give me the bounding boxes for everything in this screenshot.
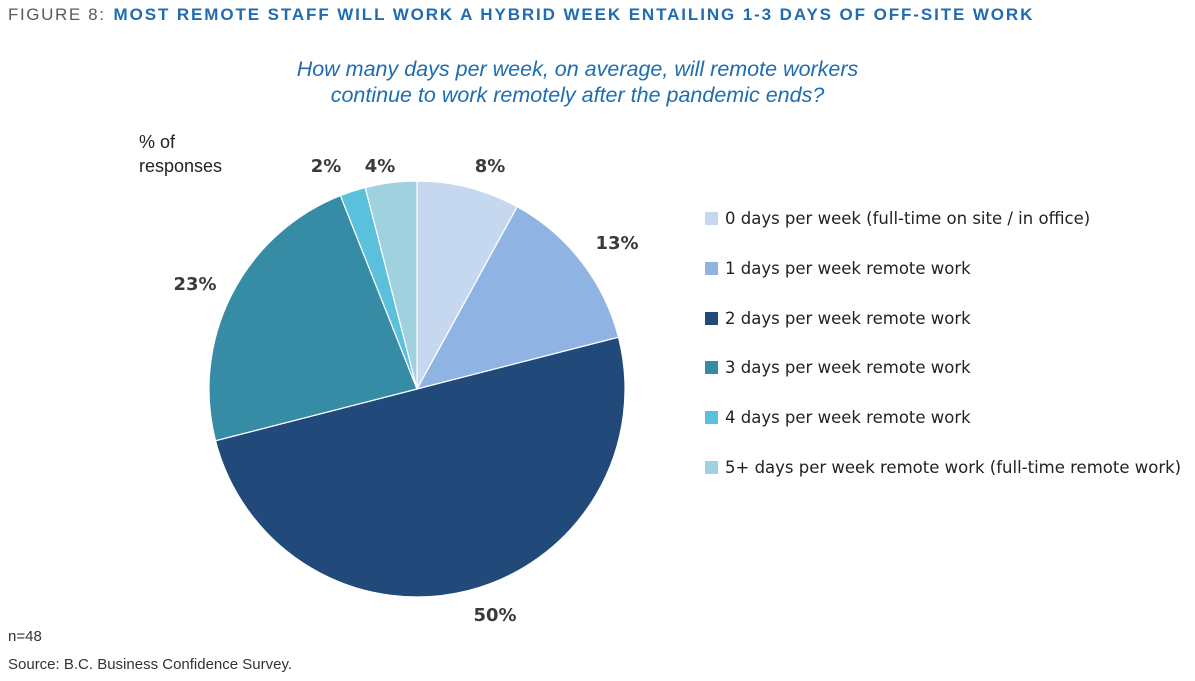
slice-data-label: 50% [473,605,516,626]
pie-slice [364,180,418,390]
legend-label: 1 days per week remote work [725,258,971,278]
pie-chart: 8% 13% 50% 23% 2% 4% [173,156,638,626]
legend-swatch [705,460,718,474]
figure-label: FIGURE 8: [8,5,106,24]
legend-label: 3 days per week remote work [725,358,971,378]
legend: 0 days per week (full-time on site / in … [705,206,1181,505]
figure-header: FIGURE 8: MOST REMOTE STAFF WILL WORK A H… [8,5,1034,25]
pie-slice [415,205,620,390]
legend-item: 5+ days per week remote work (full-time … [705,455,1181,480]
legend-item: 3 days per week remote work [705,355,1181,380]
legend-label: 4 days per week remote work [725,408,971,428]
sample-size: n=48 [8,628,42,645]
legend-label: 0 days per week (full-time on site / in … [725,209,1091,228]
slice-data-label: 13% [595,233,638,254]
pie-slice [214,336,626,598]
legend-label: 2 days per week remote work [725,308,971,328]
chart-title-line-2: continue to work remotely after the pand… [330,83,825,107]
y-axis-label-line-1: % of [139,132,176,152]
y-axis-label-line-2: responses [139,156,223,176]
chart-title: How many days per week, on average, will… [0,56,1155,108]
legend-item: 4 days per week remote work [705,405,1181,430]
legend-swatch [705,411,718,425]
legend-item: 2 days per week remote work [705,306,1181,331]
legend-label: 5+ days per week remote work (full-time … [725,457,1182,477]
legend-swatch [705,261,718,275]
legend-item: 0 days per week (full-time on site / in … [705,206,1181,231]
chart-title-line-1: How many days per week, on average, will… [296,57,859,81]
slice-data-label: 23% [173,274,216,295]
legend-item: 1 days per week remote work [705,256,1181,281]
pie-slice [416,180,519,390]
slice-data-label: 4% [365,156,396,177]
y-axis-label: % of responses [139,130,222,178]
slice-data-label: 2% [311,156,342,177]
pie-slice [208,194,418,442]
slice-data-label: 8% [475,156,506,177]
source-note: Source: B.C. Business Confidence Survey. [8,656,293,673]
figure-title: MOST REMOTE STAFF WILL WORK A HYBRID WEE… [113,5,1035,24]
legend-swatch [705,212,718,225]
legend-swatch [705,361,718,375]
legend-swatch [705,311,718,325]
